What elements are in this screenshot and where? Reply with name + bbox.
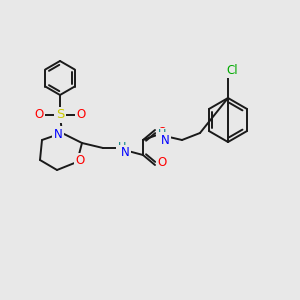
- Text: N: N: [121, 146, 129, 160]
- Text: H: H: [158, 129, 166, 139]
- Text: N: N: [160, 134, 169, 146]
- Text: Cl: Cl: [226, 64, 238, 76]
- Text: O: O: [158, 127, 166, 140]
- Text: O: O: [158, 155, 166, 169]
- Text: H: H: [118, 142, 126, 152]
- Text: S: S: [56, 109, 64, 122]
- Text: O: O: [76, 109, 85, 122]
- Text: O: O: [75, 154, 85, 167]
- Text: N: N: [54, 128, 62, 140]
- Text: O: O: [34, 109, 43, 122]
